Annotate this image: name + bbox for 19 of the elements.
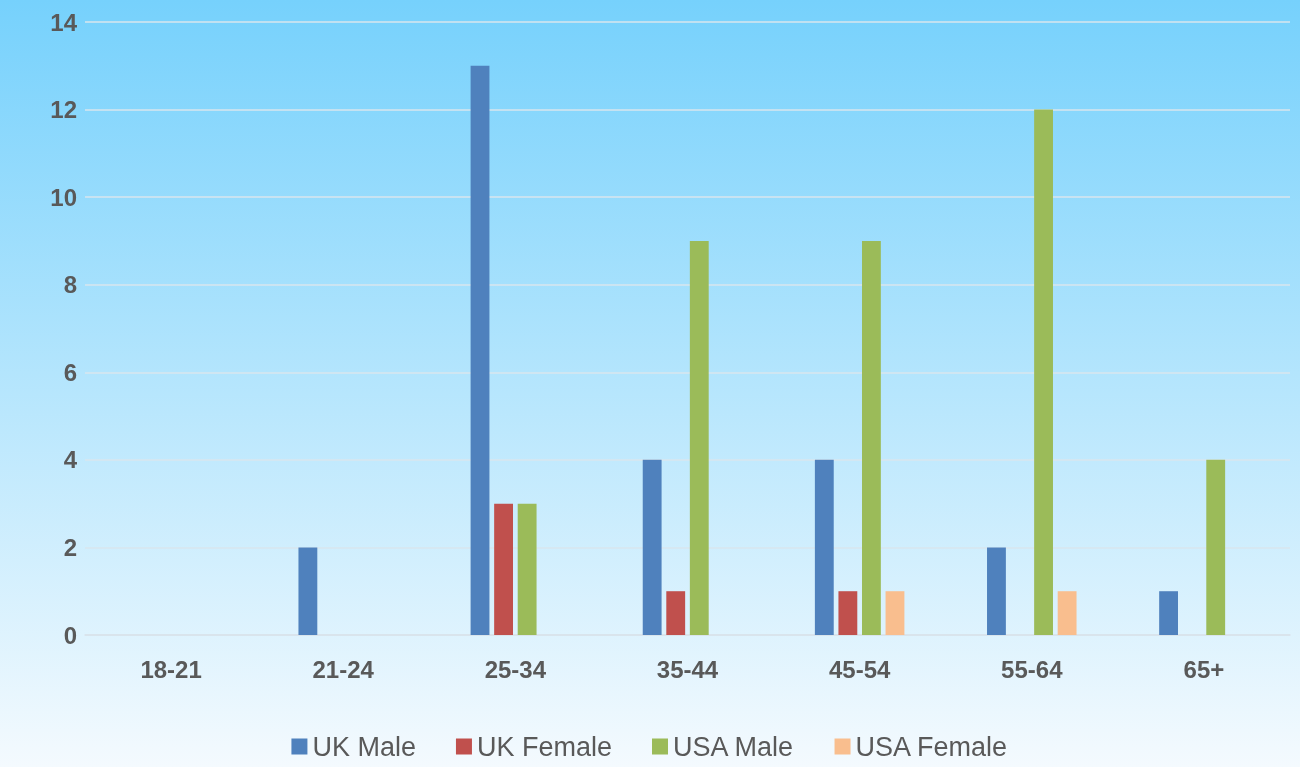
x-tick-label: 65+ (1183, 655, 1225, 683)
y-tick-label: 4 (63, 446, 78, 474)
y-tick-label: 10 (50, 183, 77, 211)
x-tick-label: 55-64 (1001, 655, 1064, 683)
y-tick-label: 14 (50, 8, 78, 36)
legend-label: UK Female (476, 731, 612, 762)
legend-label: USA Female (855, 731, 1008, 762)
legend-label: UK Male (312, 731, 416, 762)
x-tick-label: 35-44 (656, 655, 719, 683)
y-tick-label: 0 (63, 621, 77, 649)
y-tick-label: 6 (63, 358, 77, 386)
x-tick-label: 45-54 (828, 655, 891, 683)
y-tick-label: 12 (50, 96, 77, 124)
x-tick-label: 25-34 (484, 655, 547, 683)
legend-label: USA Male (672, 731, 794, 762)
y-tick-label: 2 (63, 533, 77, 561)
x-tick-label: 18-21 (140, 655, 202, 683)
y-tick-label: 8 (63, 271, 77, 299)
x-tick-label: 21-24 (312, 655, 375, 683)
